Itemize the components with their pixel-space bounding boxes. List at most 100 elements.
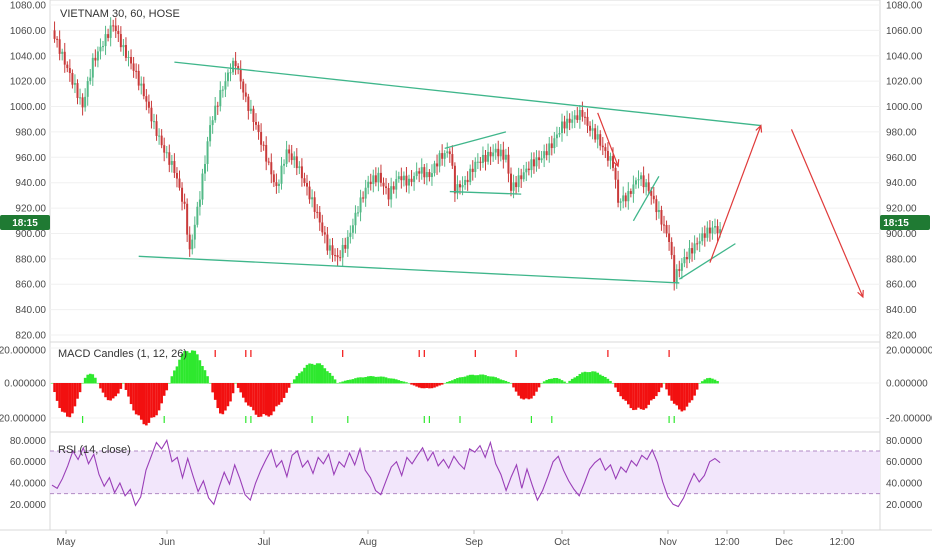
candle-body xyxy=(481,154,484,163)
macd-bar xyxy=(453,379,457,384)
macd-bar xyxy=(326,371,329,384)
candle-body xyxy=(303,178,306,183)
macd-bar xyxy=(657,383,661,393)
candle-body xyxy=(326,234,329,251)
trend-lines[interactable] xyxy=(138,61,761,284)
candle-body xyxy=(265,145,268,162)
candle-body xyxy=(499,149,502,157)
candle-body xyxy=(153,121,155,123)
candle-body xyxy=(693,243,696,254)
rsi-line[interactable] xyxy=(51,438,721,508)
candle-body xyxy=(410,178,413,182)
macd-bar xyxy=(647,383,650,405)
macd-bar xyxy=(162,383,166,396)
candle-body xyxy=(84,96,87,108)
macd-histogram[interactable] xyxy=(50,350,719,426)
macd-bar xyxy=(290,383,293,384)
candle-body xyxy=(306,182,308,187)
macd-bar xyxy=(137,383,140,416)
macd-bar xyxy=(338,382,342,384)
macd-bar xyxy=(680,383,684,412)
macd-bar xyxy=(139,383,143,420)
candle-body xyxy=(277,183,280,186)
macd-bar xyxy=(346,380,350,384)
candle-body xyxy=(201,173,204,200)
candle-body xyxy=(79,97,82,99)
price-pane[interactable] xyxy=(49,0,881,343)
macd-bar xyxy=(586,372,589,384)
price-tick-label: 820.00 xyxy=(15,331,46,342)
macd-bar xyxy=(234,383,237,384)
candle-body xyxy=(614,167,617,180)
candle-body xyxy=(214,105,217,121)
rsi-band-fill xyxy=(50,451,880,494)
candle-body xyxy=(224,81,227,90)
forecast-arrow-head xyxy=(857,289,864,299)
macd-tick-label: 0.000000 xyxy=(886,379,928,390)
candle-body xyxy=(369,181,372,185)
candle-body xyxy=(489,151,492,157)
trend-line xyxy=(174,61,761,127)
candle-body xyxy=(663,224,665,226)
candle-body xyxy=(408,178,410,186)
price-axis-left: 820.00 840.00 860.00 880.00 900.00 920.00 940.… xyxy=(10,1,47,342)
macd-bar xyxy=(624,383,628,401)
macd-bar xyxy=(292,379,296,384)
candle-body xyxy=(280,165,283,184)
macd-bar xyxy=(527,383,531,400)
macd-bar xyxy=(264,383,268,416)
rsi-axis: 80.0000 80.0000 60.0000 60.0000 40.0000 40.00… xyxy=(10,436,923,511)
candle-body xyxy=(382,182,385,187)
candle-body xyxy=(260,132,263,145)
candle-body xyxy=(466,179,469,183)
macd-bar xyxy=(678,383,681,410)
macd-bar xyxy=(634,383,638,410)
candle-body xyxy=(119,34,122,48)
macd-bar xyxy=(394,379,398,384)
macd-bar xyxy=(262,383,265,415)
price-tick-label: 1080.00 xyxy=(10,1,47,12)
macd-bar xyxy=(486,376,490,384)
candle-body xyxy=(204,163,206,174)
price-candles[interactable] xyxy=(53,17,722,291)
macd-bar xyxy=(60,383,64,412)
candle-body xyxy=(331,245,334,256)
candle-body xyxy=(609,156,612,161)
macd-bar xyxy=(150,383,153,418)
candle-body xyxy=(142,83,145,97)
time-tick-label: Jul xyxy=(258,537,271,548)
macd-bar xyxy=(374,376,378,384)
candle-body xyxy=(487,151,490,162)
macd-bar xyxy=(627,383,630,405)
macd-bar xyxy=(502,380,505,384)
candle-body xyxy=(418,171,421,174)
macd-bar xyxy=(662,383,666,384)
candle-body xyxy=(63,51,66,65)
candle-body xyxy=(76,83,79,98)
candle-body xyxy=(446,151,449,154)
macd-bar xyxy=(321,365,324,384)
price-badge-left-bg xyxy=(0,215,50,230)
macd-bar xyxy=(573,377,577,384)
macd-bar xyxy=(578,373,582,384)
macd-bar xyxy=(129,383,133,405)
candle-body xyxy=(525,168,528,173)
rsi-tick-label: 40.0000 xyxy=(10,479,47,490)
candle-body xyxy=(127,56,130,58)
forecast-arrows[interactable] xyxy=(597,112,864,299)
macd-bar xyxy=(499,379,503,384)
macd-bar xyxy=(295,375,299,384)
macd-bar xyxy=(629,383,633,409)
candle-body xyxy=(104,34,107,47)
macd-bar xyxy=(282,383,286,398)
macd-bar xyxy=(530,383,533,399)
macd-tick-label: -20.000000 xyxy=(886,414,932,425)
macd-bar xyxy=(392,378,395,384)
macd-bar xyxy=(522,383,526,400)
candle-body xyxy=(680,263,683,271)
candle-body xyxy=(512,182,515,191)
macd-bar xyxy=(504,380,508,384)
macd-bar xyxy=(122,383,125,384)
